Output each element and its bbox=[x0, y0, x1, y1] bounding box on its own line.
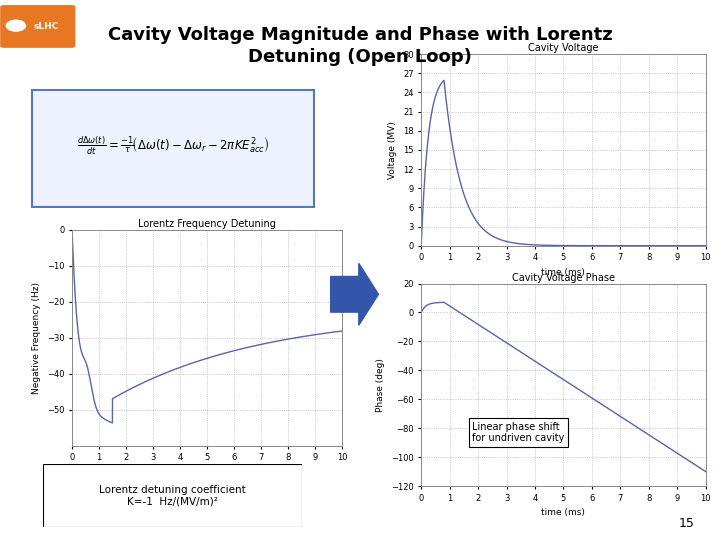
FancyBboxPatch shape bbox=[32, 90, 314, 207]
X-axis label: time (ms): time (ms) bbox=[541, 268, 585, 277]
Text: $\frac{d\Delta\omega(t)}{dt}=\frac{-1}{\tau}\!\left(\Delta\omega(t)-\Delta\omega: $\frac{d\Delta\omega(t)}{dt}=\frac{-1}{\… bbox=[76, 135, 269, 157]
Title: Cavity Voltage: Cavity Voltage bbox=[528, 43, 598, 53]
FancyArrow shape bbox=[330, 264, 379, 325]
Y-axis label: Negative Frequency (Hz): Negative Frequency (Hz) bbox=[32, 281, 41, 394]
FancyBboxPatch shape bbox=[0, 5, 76, 48]
Text: Detuning (Open Loop): Detuning (Open Loop) bbox=[248, 48, 472, 66]
Text: Lorentz detuning coefficient
K=-1  Hz/(MV/m)²: Lorentz detuning coefficient K=-1 Hz/(MV… bbox=[99, 485, 246, 507]
Title: Lorentz Frequency Detuning: Lorentz Frequency Detuning bbox=[138, 219, 276, 229]
X-axis label: time (ms): time (ms) bbox=[541, 508, 585, 517]
FancyBboxPatch shape bbox=[43, 464, 302, 526]
Circle shape bbox=[6, 20, 25, 31]
X-axis label: time (ms): time (ms) bbox=[185, 468, 229, 477]
Text: sLHC: sLHC bbox=[33, 22, 59, 31]
Y-axis label: Phase (deg): Phase (deg) bbox=[377, 358, 385, 411]
Text: 15: 15 bbox=[679, 517, 695, 530]
Title: Cavity Voltage Phase: Cavity Voltage Phase bbox=[512, 273, 615, 283]
Text: Cavity Voltage Magnitude and Phase with Lorentz: Cavity Voltage Magnitude and Phase with … bbox=[107, 26, 613, 44]
Text: Linear phase shift
for undriven cavity: Linear phase shift for undriven cavity bbox=[472, 422, 564, 443]
Y-axis label: Voltage (MV): Voltage (MV) bbox=[388, 121, 397, 179]
